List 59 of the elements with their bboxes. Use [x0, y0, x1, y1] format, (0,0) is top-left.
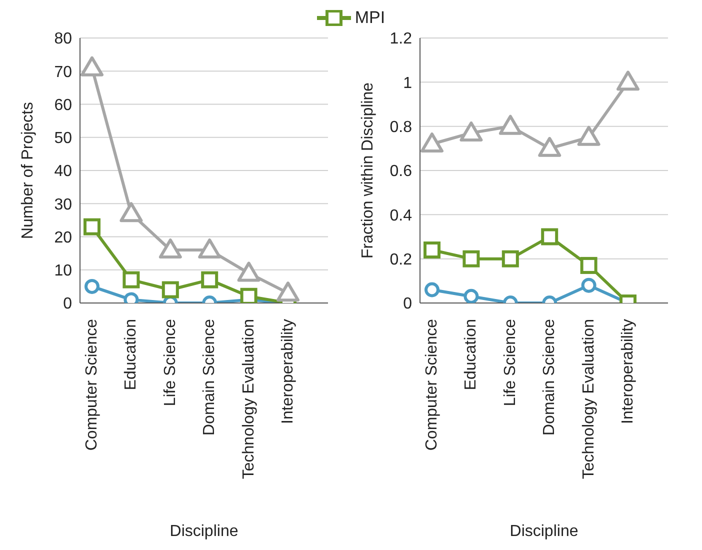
point — [122, 271, 140, 288]
y-tick-label: 70 — [54, 64, 72, 81]
x-tick-label: Life Science — [162, 318, 179, 406]
y-tick-label: 10 — [54, 262, 72, 280]
y-axis-title: Fraction within Discipline — [360, 82, 377, 259]
x-tick-label: Education — [122, 319, 140, 390]
legend-label: MPI — [354, 8, 386, 28]
point — [276, 282, 300, 302]
y-tick-label: 0.2 — [390, 252, 412, 269]
point — [502, 250, 519, 268]
point — [120, 202, 143, 222]
point — [420, 132, 444, 152]
y-tick-label: 20 — [54, 229, 72, 246]
point — [424, 242, 440, 258]
x-tick-label: Computer Science — [84, 318, 100, 451]
x-tick-label: Computer Science — [424, 318, 440, 451]
point — [498, 114, 522, 135]
y-tick-label: 0.8 — [390, 119, 412, 136]
y-tick-label: 1 — [403, 74, 412, 92]
point — [541, 228, 558, 246]
point — [577, 126, 600, 146]
point — [198, 238, 222, 258]
point — [464, 288, 479, 303]
point — [162, 281, 179, 298]
point — [240, 288, 258, 303]
y-tick-label: 80 — [54, 30, 72, 48]
point — [616, 70, 640, 91]
y-tick-label: 0.6 — [390, 163, 412, 180]
point — [84, 278, 100, 294]
point — [237, 262, 260, 282]
y-axis-title: Number of Projects — [20, 102, 37, 239]
point — [158, 238, 182, 258]
point — [84, 218, 100, 236]
point — [581, 278, 596, 293]
x-axis-title: Discipline — [508, 523, 580, 541]
y-tick-label: 40 — [54, 163, 72, 180]
point — [538, 136, 562, 157]
point — [462, 250, 480, 268]
x-tick-label: Domain Science — [541, 318, 558, 436]
y-tick-label: 1.2 — [390, 30, 412, 48]
point — [80, 56, 104, 76]
y-tick-label: 0.4 — [390, 207, 412, 224]
point — [201, 271, 218, 288]
x-tick-label: Education — [462, 319, 480, 390]
point — [460, 121, 483, 142]
y-tick-label: 0 — [63, 296, 72, 313]
y-tick-label: 50 — [54, 130, 72, 148]
x-axis-title: Discipline — [168, 523, 240, 541]
y-tick-label: 30 — [54, 196, 72, 214]
point — [580, 256, 598, 274]
point — [424, 282, 440, 298]
x-tick-label: Interoperability — [280, 319, 296, 424]
y-tick-label: 0 — [403, 296, 412, 313]
x-tick-label: Technology Evaluation — [240, 319, 258, 480]
x-tick-label: Technology Evaluation — [580, 319, 598, 480]
x-tick-label: Life Science — [502, 318, 519, 406]
x-tick-label: Interoperability — [620, 319, 636, 424]
x-tick-label: Domain Science — [201, 318, 218, 436]
y-tick-label: 60 — [54, 96, 72, 114]
